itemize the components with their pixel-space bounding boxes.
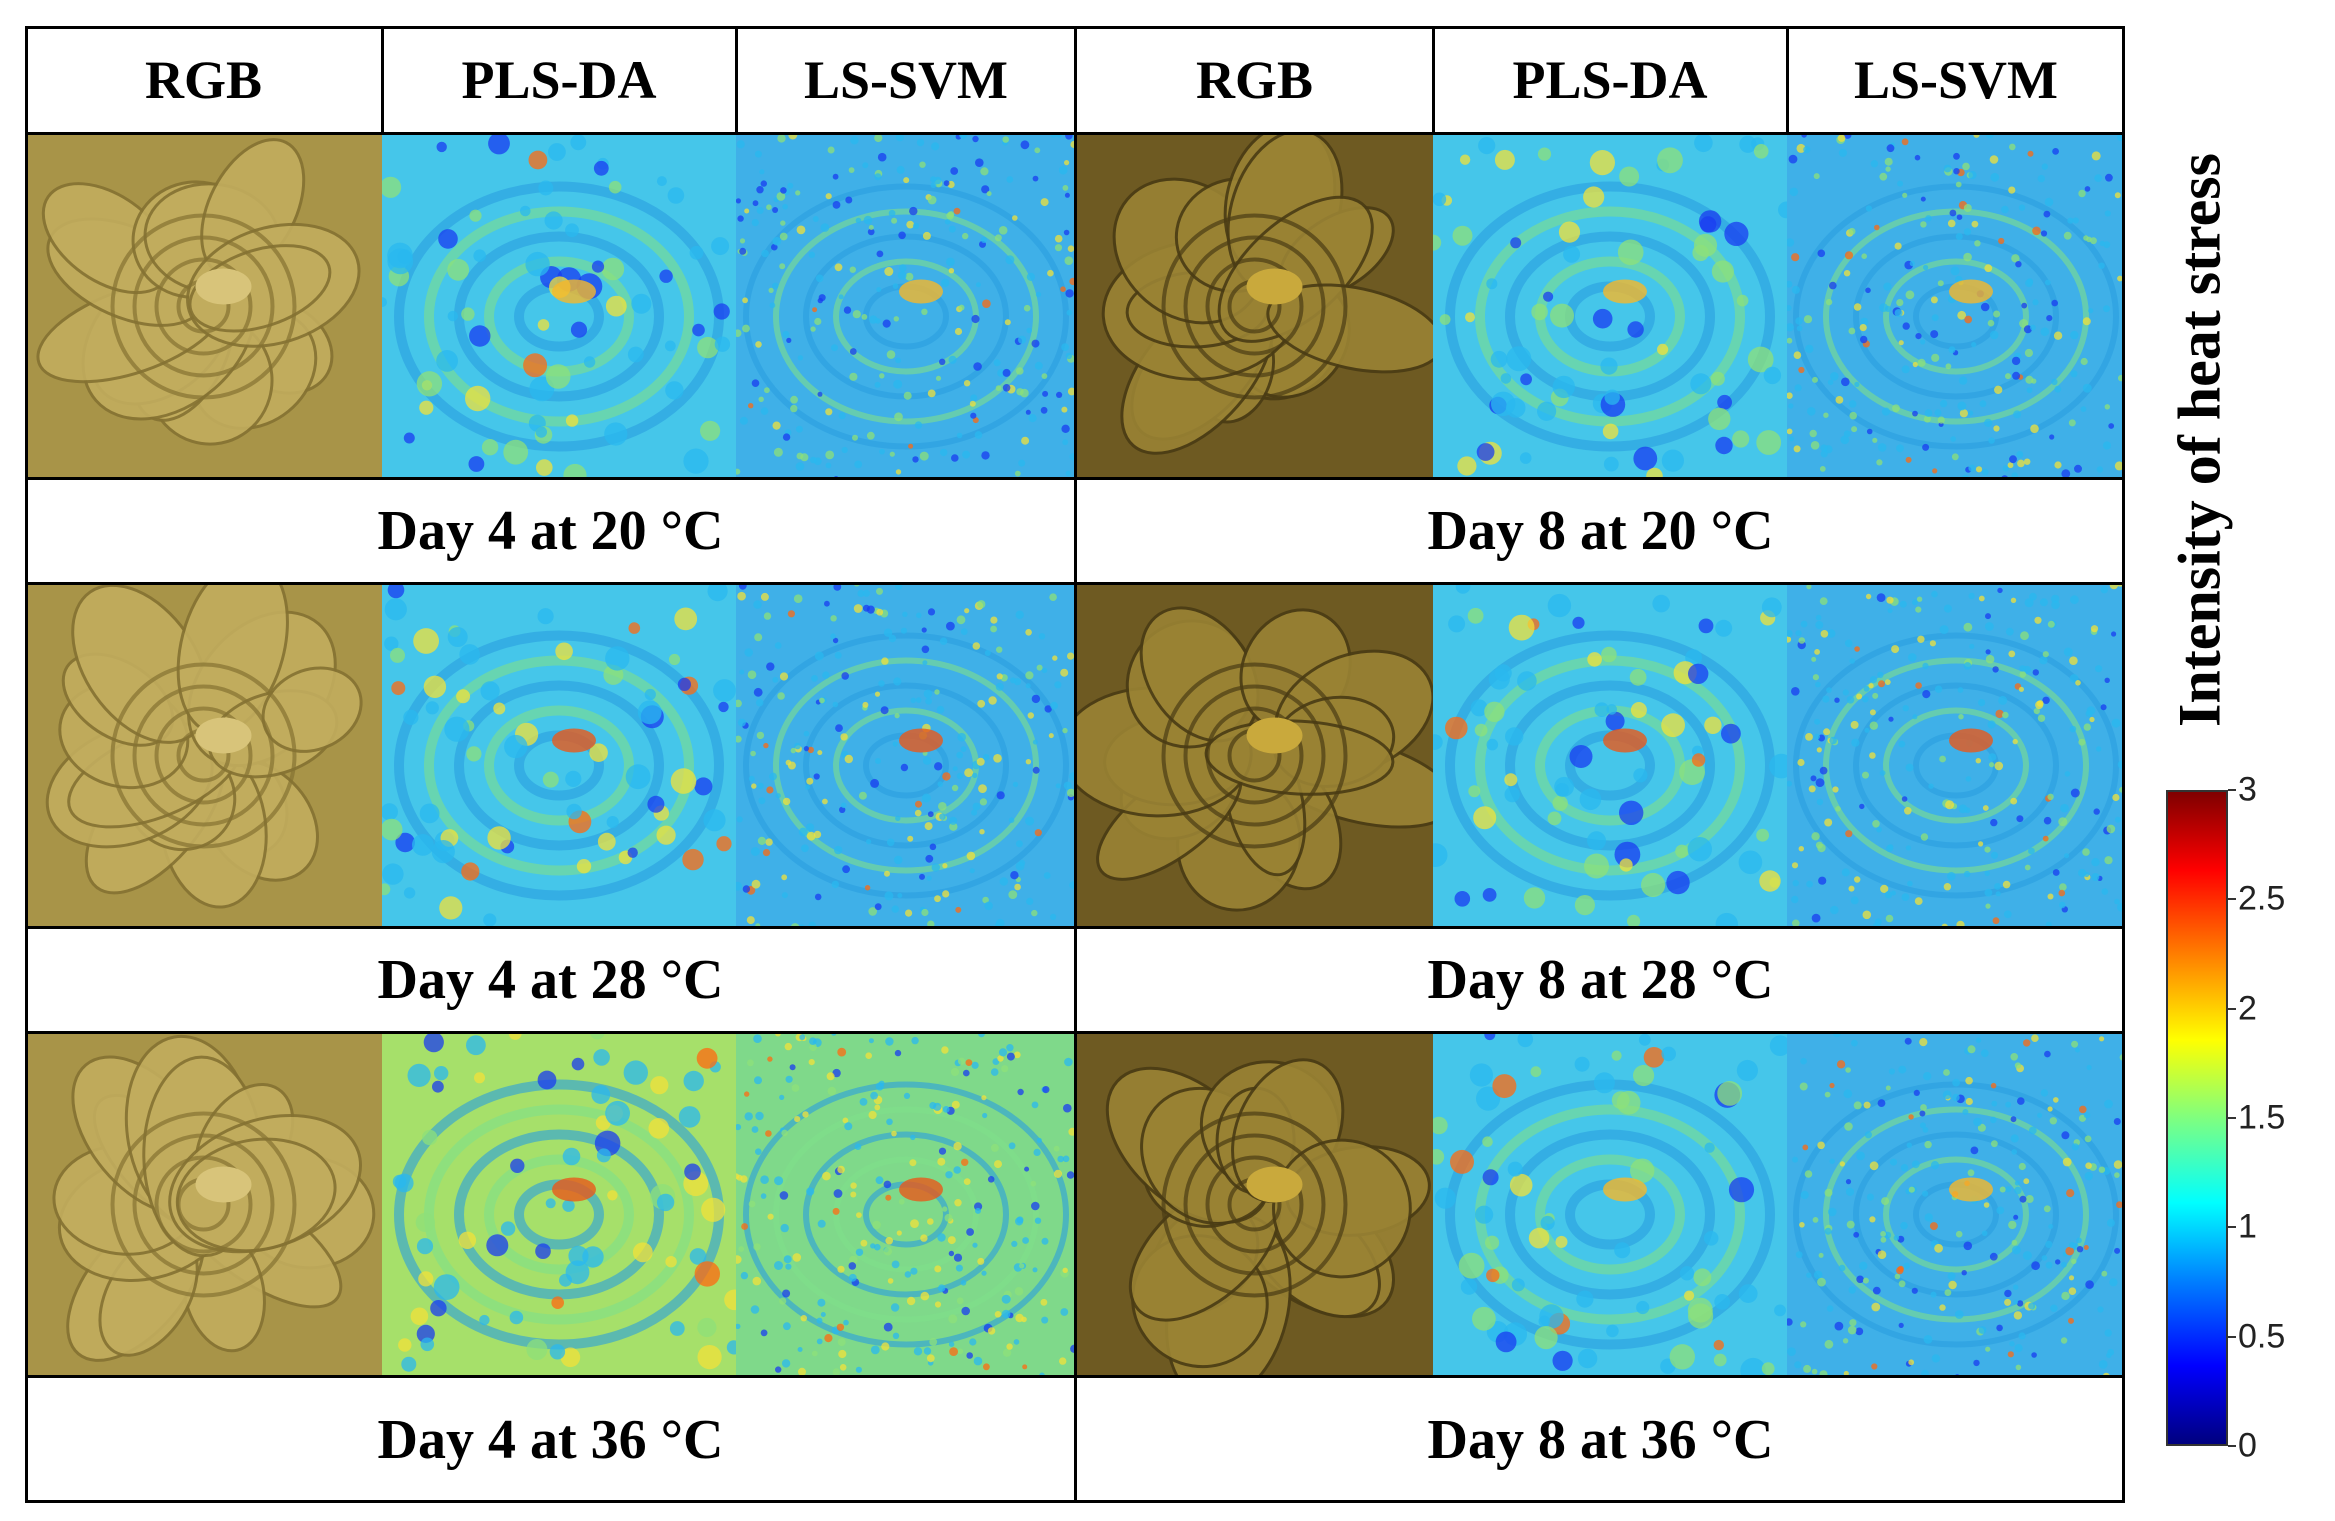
svm-image-right-row2 xyxy=(1787,583,2125,928)
caption-day8-28c: Day 8 at 28 °C xyxy=(1076,928,2125,1032)
border-r3-top xyxy=(25,1031,2125,1034)
header-rgb-left: RGB xyxy=(25,26,382,134)
colorbar-tick-label: 2.5 xyxy=(2238,879,2286,918)
svm-image-left-row2 xyxy=(736,583,1076,928)
border-hdr-v2 xyxy=(735,26,738,135)
border-r3-bottom xyxy=(25,1375,2125,1378)
svm-image-right-row3 xyxy=(1787,1032,2125,1377)
colorbar-title: Intensity of heat stress xyxy=(2166,153,2233,727)
colorbar-tick-label: 1.5 xyxy=(2238,1098,2286,1137)
header-plsda-right: PLS-DA xyxy=(1433,26,1787,134)
caption-day8-36c: Day 8 at 36 °C xyxy=(1076,1377,2125,1503)
pls-image-left-row3 xyxy=(382,1032,736,1377)
header-plsda-left: PLS-DA xyxy=(382,26,736,134)
colorbar-tick-mark xyxy=(2228,1226,2236,1229)
colorbar-tick-label: 1 xyxy=(2238,1207,2257,1246)
rgb-image-right-row1 xyxy=(1076,134,1433,479)
border-hdr-v4 xyxy=(1786,26,1789,135)
pls-image-left-row2 xyxy=(382,583,736,928)
svm-image-left-row3 xyxy=(736,1032,1076,1377)
border-r2-top xyxy=(25,582,2125,585)
border-r2-bottom xyxy=(25,926,2125,929)
colorbar-tick-mark xyxy=(2228,1007,2236,1010)
rgb-image-left-row3 xyxy=(25,1032,382,1377)
border-hdr-v3 xyxy=(1432,26,1435,135)
border-right xyxy=(2122,26,2125,1503)
colorbar xyxy=(2166,790,2228,1446)
border-hdr-v1 xyxy=(381,26,384,135)
caption-day8-20c: Day 8 at 20 °C xyxy=(1076,479,2125,583)
colorbar-tick-label: 0.5 xyxy=(2238,1317,2286,1356)
colorbar-tick-label: 3 xyxy=(2238,770,2257,809)
caption-day4-36c: Day 4 at 36 °C xyxy=(25,1377,1076,1503)
pls-image-left-row1 xyxy=(382,134,736,479)
svm-image-left-row1 xyxy=(736,134,1076,479)
colorbar-tick-mark xyxy=(2228,789,2236,791)
pls-image-right-row3 xyxy=(1433,1032,1787,1377)
figure-grid: RGB PLS-DA LS-SVM RGB PLS-DA LS-SVM Day … xyxy=(25,26,2125,1503)
header-lssvm-left: LS-SVM xyxy=(736,26,1076,134)
border-left xyxy=(25,26,28,1503)
header-rgb-right: RGB xyxy=(1076,26,1433,134)
colorbar-tick-mark xyxy=(2228,1445,2236,1447)
rgb-image-left-row1 xyxy=(25,134,382,479)
rgb-image-left-row2 xyxy=(25,583,382,928)
pls-image-right-row2 xyxy=(1433,583,1787,928)
colorbar-tick-label: 2 xyxy=(2238,989,2257,1028)
pls-image-right-row1 xyxy=(1433,134,1787,479)
colorbar-tick-mark xyxy=(2228,1335,2236,1338)
colorbar-tick-mark xyxy=(2228,898,2236,901)
colorbar-tick-mark xyxy=(2228,1117,2236,1119)
caption-day4-28c: Day 4 at 28 °C xyxy=(25,928,1076,1032)
rgb-image-right-row3 xyxy=(1076,1032,1433,1377)
border-header xyxy=(25,132,2125,135)
svm-image-right-row1 xyxy=(1787,134,2125,479)
header-lssvm-right: LS-SVM xyxy=(1787,26,2125,134)
border-r1-bottom xyxy=(25,477,2125,480)
colorbar-tick-label: 0 xyxy=(2238,1426,2257,1465)
rgb-image-right-row2 xyxy=(1076,583,1433,928)
border-middle xyxy=(1074,26,1077,1503)
caption-day4-20c: Day 4 at 20 °C xyxy=(25,479,1076,583)
